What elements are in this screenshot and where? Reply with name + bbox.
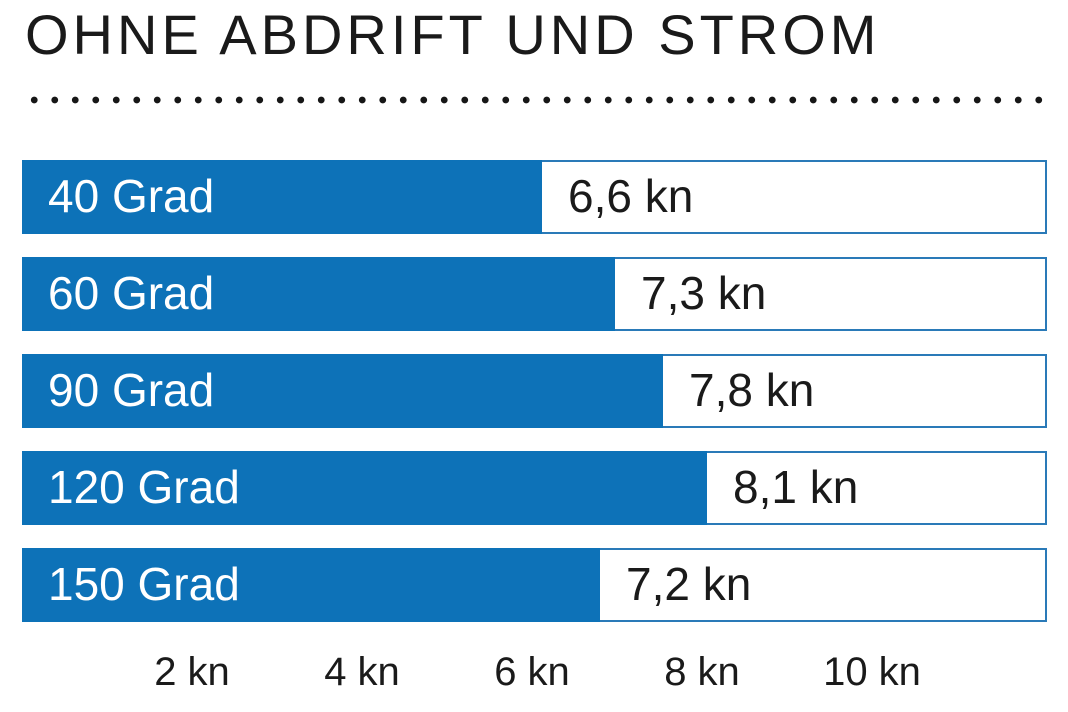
- x-axis-tick-label: 10 kn: [823, 650, 921, 694]
- x-axis-tick-label: 8 kn: [664, 650, 740, 694]
- chart-title: OHNE ABDRIFT UND STROM: [25, 3, 881, 66]
- x-axis-tick-label: 4 kn: [324, 650, 400, 694]
- bar-category-label: 150 Grad: [48, 557, 240, 610]
- bar-category-label: 90 Grad: [48, 363, 215, 416]
- bar-fill: [22, 548, 600, 622]
- bar-value-label: 6,6 kn: [568, 169, 694, 222]
- dotted-divider: [24, 95, 1046, 105]
- bar-row: 60 Grad 7,3 kn: [22, 257, 1047, 331]
- bar-value-label: 7,8 kn: [689, 363, 815, 416]
- bar-fill: [22, 257, 615, 331]
- bar-fill: [22, 160, 542, 234]
- bar-row: 120 Grad 8,1 kn: [22, 451, 1047, 525]
- bar-value-label: 8,1 kn: [733, 460, 859, 513]
- bar-row: 150 Grad 7,2 kn: [22, 548, 1047, 622]
- bar-fill: [22, 451, 707, 525]
- bar-category-label: 40 Grad: [48, 169, 215, 222]
- bar-row: 40 Grad 6,6 kn: [22, 160, 1047, 234]
- bar-category-label: 120 Grad: [48, 460, 240, 513]
- bar-fill: [22, 354, 663, 428]
- x-axis-tick-label: 6 kn: [494, 650, 570, 694]
- bar-value-label: 7,3 kn: [641, 266, 767, 319]
- bar-category-label: 60 Grad: [48, 266, 215, 319]
- bar-value-label: 7,2 kn: [626, 557, 752, 610]
- bar-row: 90 Grad 7,8 kn: [22, 354, 1047, 428]
- x-axis-tick-label: 2 kn: [154, 650, 230, 694]
